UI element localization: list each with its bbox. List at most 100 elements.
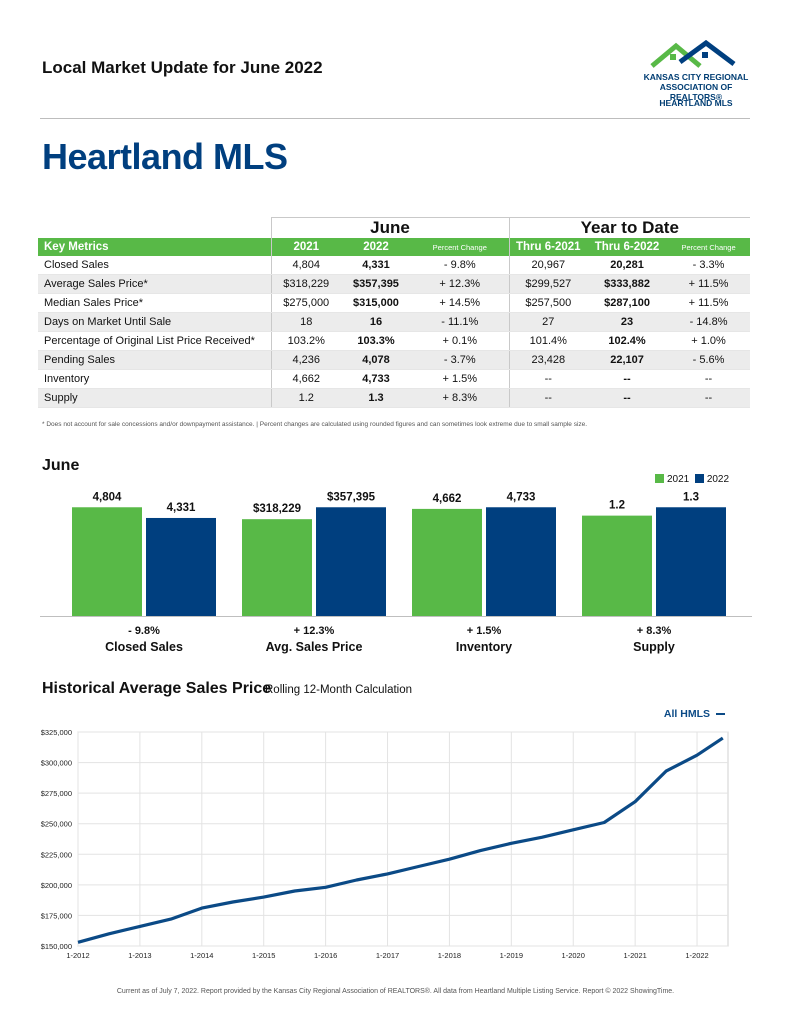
ytd-2022: --	[587, 388, 668, 408]
y-tick-label: $325,000	[41, 728, 72, 737]
col-header-percent-change: Percent Change	[411, 238, 510, 256]
line-legend-label: All HMLS	[664, 708, 710, 720]
header-divider	[40, 118, 750, 119]
value-2021: $318,229	[270, 274, 341, 294]
bar-2022	[486, 507, 556, 616]
bar-2022	[146, 517, 216, 616]
bar-2021	[582, 515, 652, 616]
ytd-2022: --	[587, 369, 668, 389]
bar-value-label: 1.3	[683, 491, 699, 503]
ytd-2022: 102.4%	[587, 331, 668, 351]
metric-label: Closed Sales	[38, 256, 271, 275]
ytd-2021: $257,500	[508, 293, 588, 313]
value-2022: $357,395	[341, 274, 411, 294]
bar-percent-change: - 9.8%	[128, 625, 160, 637]
col-header-thru-2021: Thru 6-2021	[508, 238, 588, 256]
table-header-row: Key Metrics 2021 2022 Percent Change Thr…	[38, 238, 751, 256]
legend-swatch-2022	[694, 474, 704, 483]
ytd-2022: 22,107	[587, 350, 668, 370]
x-tick-label: 1-2022	[685, 951, 708, 960]
legend-label-2022: 2022	[706, 474, 730, 485]
y-tick-label: $250,000	[41, 820, 72, 829]
table-row: Supply 1.2 1.3 + 8.3% -- -- --	[38, 388, 751, 408]
ytd-percent-change: - 3.3%	[667, 256, 751, 275]
logo-line-1: KANSAS CITY REGIONAL	[643, 72, 749, 82]
bar-percent-change: + 1.5%	[467, 625, 502, 637]
percent-change: - 9.8%	[411, 256, 510, 275]
legend-swatch-2021	[655, 474, 664, 483]
page-footer: Current as of July 7, 2022. Report provi…	[116, 988, 675, 995]
bar-2022	[316, 507, 386, 616]
june-chart-title: June	[42, 457, 80, 474]
logo-line-2: ASSOCIATION OF REALTORS®	[659, 82, 733, 102]
value-2021: $275,000	[270, 293, 341, 313]
y-tick-label: $175,000	[41, 911, 72, 920]
historical-chart-subtitle: Rolling 12-Month Calculation	[265, 684, 413, 696]
ytd-2021: 27	[508, 312, 588, 332]
ytd-2022: $287,100	[587, 293, 668, 313]
percent-change: + 8.3%	[411, 388, 510, 408]
metric-label: Days on Market Until Sale	[38, 312, 271, 332]
table-row: Days on Market Until Sale 18 16- 11.1% 27 23…	[38, 312, 751, 332]
metric-label: Pending Sales	[38, 350, 271, 370]
bar-value-label: 4,331	[167, 502, 196, 514]
key-metrics-table: June Year to Date Key Metrics 2021 2022 …	[38, 217, 751, 408]
june-bar-chart: 4,804 4,331 - 9.8% Closed Sales $318,229 $357…	[40, 491, 752, 654]
ytd-percent-change: --	[667, 369, 751, 389]
bar-value-label: 1.2	[609, 500, 625, 512]
bar-value-label: 4,662	[433, 493, 462, 505]
ytd-2021: --	[508, 388, 588, 408]
bar-value-label: $318,229	[253, 503, 301, 515]
logo-line-3: HEARTLAND MLS	[659, 98, 733, 108]
table-footnote: * Does not account for sale concessions …	[42, 421, 588, 428]
value-2022: 4,733	[341, 369, 411, 389]
value-2022: 4,078	[341, 350, 411, 370]
logo-text: KANSAS CITY REGIONAL ASSOCIATION OF REAL…	[640, 72, 752, 102]
x-tick-label: 1-2016	[314, 951, 337, 960]
group-header-ytd: Year to Date	[508, 217, 751, 238]
x-tick-label: 1-2014	[190, 951, 213, 960]
bar-category-label: Inventory	[456, 640, 512, 654]
report-title: Local Market Update for June 2022	[42, 58, 323, 77]
kcrar-logo	[650, 40, 736, 68]
value-2022: $315,000	[341, 293, 411, 313]
ytd-percent-change: + 11.5%	[667, 274, 751, 294]
ytd-percent-change: --	[667, 388, 751, 408]
value-2022: 103.3%	[341, 331, 411, 351]
value-2021: 4,662	[270, 369, 341, 389]
ytd-2022: $333,882	[587, 274, 668, 294]
bar-value-label: 4,733	[507, 491, 536, 503]
metric-label: Average Sales Price*	[38, 274, 271, 294]
col-header-thru-2022: Thru 6-2022	[587, 238, 668, 256]
page-title: Heartland MLS	[42, 136, 288, 177]
x-tick-label: 1-2015	[252, 951, 275, 960]
percent-change: + 0.1%	[411, 331, 510, 351]
x-tick-label: 1-2021	[623, 951, 646, 960]
ytd-2022: 20,281	[587, 256, 668, 275]
table-row: Closed Sales 4,804 4,331- 9.8% 20,967 20,281…	[38, 256, 751, 275]
metric-label: Supply	[38, 388, 271, 408]
value-2022: 4,331	[341, 256, 411, 275]
value-2022: 1.3	[341, 388, 411, 408]
x-tick-label: 1-2013	[128, 951, 151, 960]
bar-2021	[72, 507, 142, 616]
bar-category-label: Avg. Sales Price	[266, 640, 363, 654]
value-2021: 4,804	[270, 256, 341, 275]
bar-2021	[242, 519, 312, 616]
table-row: Pending Sales 4,236 4,078- 3.7% 23,428 22,10…	[38, 350, 751, 370]
bar-percent-change: + 8.3%	[637, 625, 672, 637]
ytd-2021: 101.4%	[508, 331, 588, 351]
table-row: Median Sales Price* $275,000 $315,000 + 14.…	[38, 293, 751, 313]
col-header-key-metrics: Key Metrics	[38, 238, 271, 256]
x-tick-label: 1-2020	[562, 951, 585, 960]
ytd-2021: 23,428	[508, 350, 588, 370]
legend-label-2021: 2021	[667, 474, 690, 485]
ytd-2022: 23	[587, 312, 668, 332]
x-tick-label: 1-2017	[376, 951, 399, 960]
bar-percent-change: + 12.3%	[294, 625, 335, 637]
value-2022: 16	[341, 312, 411, 332]
y-tick-label: $275,000	[41, 789, 72, 798]
percent-change: + 12.3%	[411, 274, 510, 294]
table-row: Percentage of Original List Price Receiv…	[38, 331, 751, 351]
percent-change: + 14.5%	[411, 293, 510, 313]
